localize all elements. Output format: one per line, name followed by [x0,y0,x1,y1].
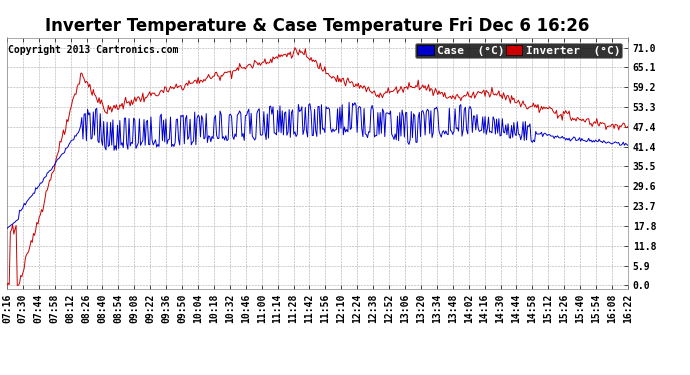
Text: Copyright 2013 Cartronics.com: Copyright 2013 Cartronics.com [8,45,179,55]
Title: Inverter Temperature & Case Temperature Fri Dec 6 16:26: Inverter Temperature & Case Temperature … [46,16,589,34]
Legend: Case  (°C), Inverter  (°C): Case (°C), Inverter (°C) [415,43,622,58]
